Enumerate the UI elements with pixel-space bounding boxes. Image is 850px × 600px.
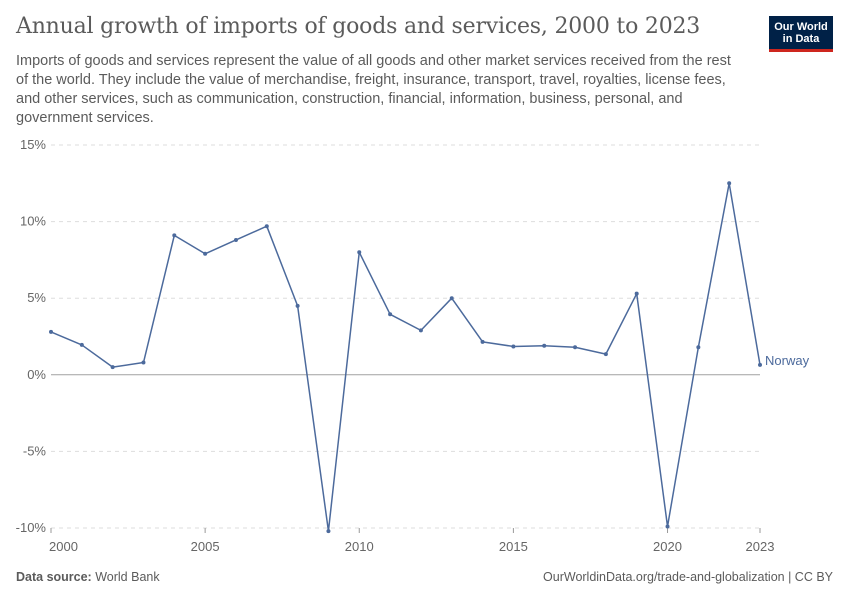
data-point[interactable]	[665, 524, 670, 529]
data-point[interactable]	[696, 345, 701, 350]
data-point[interactable]	[449, 296, 454, 301]
data-point[interactable]	[634, 291, 639, 296]
data-source: Data source: World Bank	[16, 570, 160, 584]
data-point[interactable]	[203, 251, 208, 256]
data-point[interactable]	[603, 352, 608, 357]
data-point[interactable]	[357, 250, 362, 255]
x-tick-label: 2000	[49, 539, 78, 554]
y-tick-label: 0%	[27, 367, 46, 382]
data-point[interactable]	[326, 529, 331, 534]
data-point[interactable]	[79, 342, 84, 347]
series-layer: Norway	[49, 181, 810, 534]
x-tick-label: 2020	[653, 539, 682, 554]
data-point[interactable]	[141, 360, 146, 365]
data-point[interactable]	[511, 344, 516, 349]
owid-logo[interactable]: Our World in Data	[769, 16, 833, 52]
data-source-value: World Bank	[95, 570, 160, 584]
data-point[interactable]	[264, 224, 269, 229]
data-point[interactable]	[758, 362, 762, 367]
x-tick-label: 2015	[499, 539, 528, 554]
data-point[interactable]	[542, 343, 547, 348]
data-source-label: Data source:	[16, 570, 92, 584]
data-point[interactable]	[388, 312, 393, 317]
series-line-norway[interactable]	[50, 182, 761, 532]
logo-line-1: Our World	[774, 21, 828, 33]
data-point[interactable]	[233, 237, 238, 242]
y-tick-label: 5%	[27, 290, 46, 305]
data-point[interactable]	[49, 329, 53, 334]
data-point[interactable]	[295, 303, 300, 308]
data-point[interactable]	[480, 339, 485, 344]
x-tick-labels: 2000 2005 2010 2015 2020 2023	[49, 528, 774, 554]
y-tick-label: -5%	[23, 443, 47, 458]
y-tick-label: 10%	[20, 214, 46, 229]
data-point[interactable]	[727, 181, 732, 186]
grid-layer	[51, 144, 760, 529]
x-tick-label: 2005	[191, 539, 220, 554]
data-point[interactable]	[172, 233, 177, 238]
series-label: Norway	[765, 353, 810, 368]
y-tick-labels: -10% -5% 0% 5% 10% 15%	[16, 137, 47, 535]
data-point[interactable]	[418, 328, 423, 333]
y-tick-label: -10%	[16, 520, 47, 535]
footer-link[interactable]: OurWorldinData.org/trade-and-globalizati…	[543, 570, 833, 584]
logo-line-2: in Data	[782, 33, 820, 45]
y-tick-label: 15%	[20, 137, 46, 152]
data-point[interactable]	[573, 345, 578, 350]
x-tick-label: 2010	[345, 539, 374, 554]
data-point[interactable]	[110, 365, 115, 370]
chart-title: Annual growth of imports of goods and se…	[16, 14, 701, 39]
x-tick-label: 2023	[746, 539, 775, 554]
chart-subtitle: Imports of goods and services represent …	[16, 53, 731, 126]
